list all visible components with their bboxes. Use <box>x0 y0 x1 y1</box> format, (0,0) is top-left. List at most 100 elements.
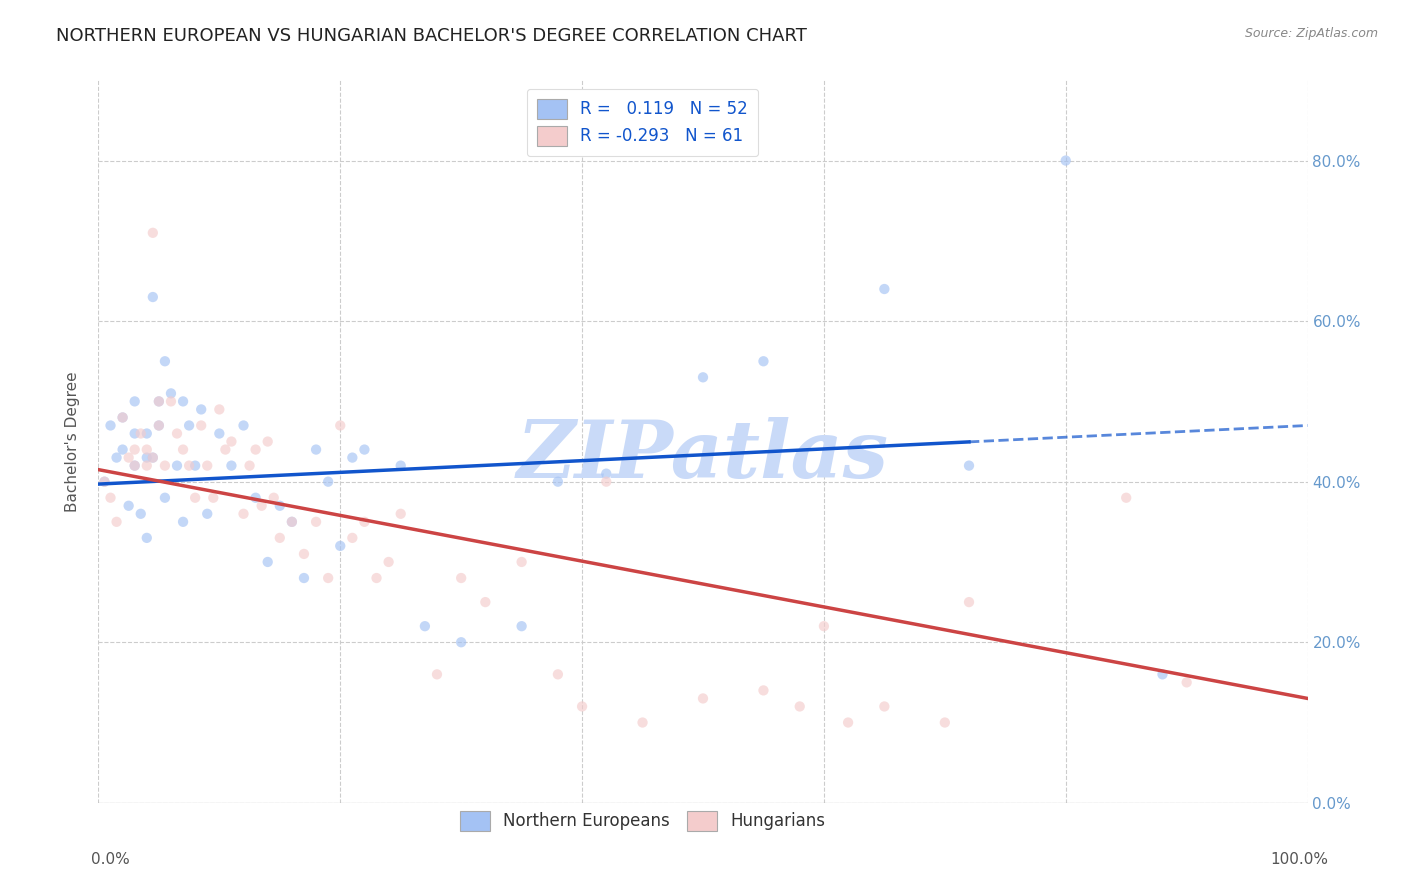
Point <box>179 458 201 473</box>
Point <box>135 450 157 465</box>
Text: 0.0%: 0.0% <box>91 852 131 867</box>
Point <box>316 571 339 585</box>
Point <box>172 515 194 529</box>
Point <box>250 499 273 513</box>
Point <box>547 667 569 681</box>
Point <box>1054 153 1077 168</box>
Point <box>93 475 115 489</box>
Point <box>129 426 152 441</box>
Point <box>118 499 141 513</box>
Point <box>292 547 315 561</box>
Point <box>160 386 183 401</box>
Point <box>148 418 170 433</box>
Point <box>873 282 896 296</box>
Point <box>245 491 267 505</box>
Point <box>269 531 291 545</box>
Point <box>202 491 225 505</box>
Point <box>124 426 146 441</box>
Point <box>148 394 170 409</box>
Point <box>142 290 165 304</box>
Point <box>172 442 194 457</box>
Point <box>111 410 134 425</box>
Point <box>692 691 714 706</box>
Point <box>1152 667 1174 681</box>
Text: NORTHERN EUROPEAN VS HUNGARIAN BACHELOR'S DEGREE CORRELATION CHART: NORTHERN EUROPEAN VS HUNGARIAN BACHELOR'… <box>56 27 807 45</box>
Text: ZIPatlas: ZIPatlas <box>517 417 889 495</box>
Point <box>135 458 157 473</box>
Point <box>135 442 157 457</box>
Point <box>547 475 569 489</box>
Point <box>256 555 278 569</box>
Point <box>135 426 157 441</box>
Point <box>571 699 593 714</box>
Point <box>221 434 243 449</box>
Point <box>292 571 315 585</box>
Point <box>124 458 146 473</box>
Point <box>148 418 170 433</box>
Point <box>342 531 364 545</box>
Point <box>135 531 157 545</box>
Point <box>957 595 980 609</box>
Point <box>105 450 128 465</box>
Point <box>389 458 412 473</box>
Point <box>118 450 141 465</box>
Point <box>111 410 134 425</box>
Point <box>789 699 811 714</box>
Point <box>450 635 472 649</box>
Point <box>474 595 496 609</box>
Point <box>239 458 262 473</box>
Text: Source: ZipAtlas.com: Source: ZipAtlas.com <box>1244 27 1378 40</box>
Point <box>329 418 352 433</box>
Point <box>214 442 236 457</box>
Point <box>195 507 218 521</box>
Point <box>166 458 188 473</box>
Point <box>873 699 896 714</box>
Point <box>957 458 980 473</box>
Point <box>450 571 472 585</box>
Point <box>329 539 352 553</box>
Point <box>100 418 122 433</box>
Point <box>269 499 291 513</box>
Point <box>366 571 388 585</box>
Point <box>190 402 212 417</box>
Point <box>934 715 956 730</box>
Point <box>353 515 375 529</box>
Point <box>281 515 304 529</box>
Point <box>208 426 231 441</box>
Point <box>124 394 146 409</box>
Point <box>752 354 775 368</box>
Point <box>190 418 212 433</box>
Point <box>692 370 714 384</box>
Point <box>142 450 165 465</box>
Y-axis label: Bachelor's Degree: Bachelor's Degree <box>65 371 80 512</box>
Point <box>305 515 328 529</box>
Point <box>245 442 267 457</box>
Point <box>153 458 176 473</box>
Point <box>595 475 617 489</box>
Point <box>129 507 152 521</box>
Point <box>316 475 339 489</box>
Point <box>752 683 775 698</box>
Point <box>342 450 364 465</box>
Point <box>111 442 134 457</box>
Point <box>142 226 165 240</box>
Point <box>105 515 128 529</box>
Point <box>184 491 207 505</box>
Point <box>172 394 194 409</box>
Point <box>813 619 835 633</box>
Point <box>413 619 436 633</box>
Point <box>232 507 254 521</box>
Point <box>256 434 278 449</box>
Point <box>148 394 170 409</box>
Point <box>142 450 165 465</box>
Point <box>281 515 304 529</box>
Point <box>100 491 122 505</box>
Point <box>124 458 146 473</box>
Point <box>160 394 183 409</box>
Point <box>510 555 533 569</box>
Point <box>426 667 449 681</box>
Point <box>195 458 218 473</box>
Point <box>153 354 176 368</box>
Point <box>1115 491 1137 505</box>
Point <box>179 418 201 433</box>
